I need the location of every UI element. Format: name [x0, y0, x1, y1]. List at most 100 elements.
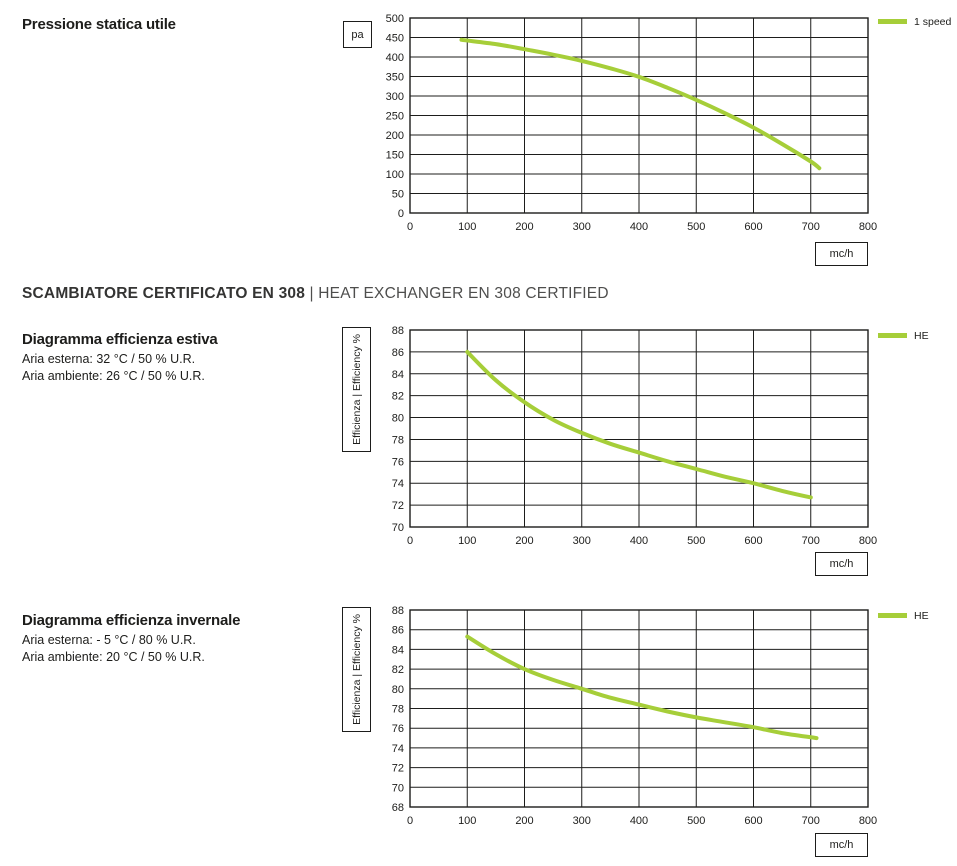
winter-legend-label: HE — [914, 609, 929, 622]
x-tick-label: 100 — [458, 221, 476, 233]
y-tick-label: 200 — [386, 130, 404, 142]
winter-chart-header: Diagramma efficienza invernale Aria este… — [22, 612, 240, 666]
x-tick-label: 500 — [687, 535, 705, 547]
y-tick-label: 74 — [392, 743, 404, 755]
y-tick-label: 80 — [392, 413, 404, 425]
x-tick-label: 400 — [630, 815, 648, 827]
x-tick-label: 700 — [802, 535, 820, 547]
summer-x-unit-box: mc/h — [815, 552, 868, 576]
winter-x-unit-box: mc/h — [815, 833, 868, 857]
y-tick-label: 150 — [386, 150, 404, 162]
plot-border — [409, 609, 869, 808]
y-tick-label: 82 — [392, 664, 404, 676]
section-heading-primary: SCAMBIATORE CERTIFICATO EN 308 — [22, 285, 306, 302]
x-tick-label: 200 — [515, 535, 533, 547]
y-tick-label: 70 — [392, 782, 404, 794]
y-tick-label: 50 — [392, 189, 404, 201]
x-tick-label: 700 — [802, 221, 820, 233]
y-tick-label: 80 — [392, 684, 404, 696]
x-tick-label: 800 — [859, 815, 877, 827]
pressure-legend-line-swatch — [878, 19, 907, 24]
summer-chart-header: Diagramma efficienza estiva Aria esterna… — [22, 331, 218, 385]
y-tick-label: 70 — [392, 522, 404, 534]
pressure-y-unit-box: pa — [343, 21, 372, 48]
x-tick-label: 300 — [573, 221, 591, 233]
x-tick-label: 400 — [630, 535, 648, 547]
y-tick-label: 88 — [392, 325, 404, 337]
section-heading: SCAMBIATORE CERTIFICATO EN 308 | HEAT EX… — [22, 285, 609, 303]
x-tick-label: 500 — [687, 221, 705, 233]
x-tick-label: 0 — [407, 535, 413, 547]
summer-chart-subtitle-2: Aria ambiente: 26 °C / 50 % U.R. — [22, 369, 205, 383]
summer-efficiency-curve — [465, 349, 813, 500]
y-tick-label: 86 — [392, 625, 404, 637]
y-tick-label: 78 — [392, 704, 404, 716]
x-tick-label: 500 — [687, 815, 705, 827]
winter-chart-subtitle-1: Aria esterna: - 5 °C / 80 % U.R. — [22, 633, 196, 647]
winter-y-axis-label: Efficienza | Efficiency % — [350, 614, 363, 725]
winter-y-axis-label-box: Efficienza | Efficiency % — [342, 607, 371, 732]
pressure-x-unit-label: mc/h — [829, 248, 854, 260]
summer-x-unit-label: mc/h — [829, 558, 854, 570]
winter-legend-line-swatch — [878, 613, 907, 618]
y-tick-label: 250 — [386, 111, 404, 123]
y-tick-label: 72 — [392, 500, 404, 512]
x-tick-label: 800 — [859, 535, 877, 547]
x-tick-label: 300 — [573, 535, 591, 547]
y-tick-label: 300 — [386, 91, 404, 103]
y-tick-label: 72 — [392, 763, 404, 775]
y-tick-label: 68 — [392, 802, 404, 814]
winter-efficiency-curve — [465, 634, 819, 741]
y-tick-label: 86 — [392, 347, 404, 359]
x-tick-label: 600 — [744, 815, 762, 827]
summer-chart-title: Diagramma efficienza estiva — [22, 331, 218, 348]
winter-chart-subtitle-2: Aria ambiente: 20 °C / 50 % U.R. — [22, 650, 205, 664]
pressure-chart-legend: 1 speed — [878, 15, 951, 28]
y-tick-label: 450 — [386, 33, 404, 45]
summer-y-axis-label: Efficienza | Efficiency % — [350, 334, 363, 445]
x-tick-label: 600 — [744, 535, 762, 547]
y-tick-label: 76 — [392, 456, 404, 468]
y-tick-label: 82 — [392, 391, 404, 403]
y-tick-label: 84 — [392, 644, 404, 656]
pressure-y-unit-label: pa — [351, 28, 364, 41]
x-tick-label: 100 — [458, 535, 476, 547]
pressure-chart-plot: 0 50 100 150 200 250 300 350 400 450 500 0 100 200 300… — [386, 13, 878, 233]
winter-x-unit-label: mc/h — [829, 839, 854, 851]
winter-efficiency-plot: 68 70 72 74 76 78 80 82 84 86 88 0 100 200 300 400 500 60… — [392, 605, 877, 827]
y-tick-label: 84 — [392, 369, 404, 381]
summer-chart-legend: HE — [878, 329, 929, 342]
y-tick-label: 78 — [392, 434, 404, 446]
static-pressure-curve — [459, 37, 822, 171]
x-tick-label: 0 — [407, 815, 413, 827]
summer-legend-line-swatch — [878, 333, 907, 338]
pressure-legend-label: 1 speed — [914, 15, 952, 28]
x-tick-label: 200 — [515, 221, 533, 233]
winter-chart-title: Diagramma efficienza invernale — [22, 612, 241, 629]
y-tick-label: 400 — [386, 52, 404, 64]
x-tick-label: 800 — [859, 221, 877, 233]
summer-efficiency-plot: 70 72 74 76 78 80 82 84 86 88 0 100 200 300 400 500 600 7… — [392, 325, 877, 547]
winter-chart-legend: HE — [878, 609, 929, 622]
y-tick-label: 74 — [392, 478, 404, 490]
summer-chart-subtitle-1: Aria esterna: 32 °C / 50 % U.R. — [22, 352, 196, 366]
y-tick-label: 76 — [392, 723, 404, 735]
x-tick-label: 400 — [630, 221, 648, 233]
plot-border — [409, 329, 869, 528]
y-tick-label: 350 — [386, 72, 404, 84]
y-tick-label: 0 — [398, 208, 404, 220]
y-tick-label: 500 — [386, 13, 404, 25]
summer-y-axis-label-box: Efficienza | Efficiency % — [342, 327, 371, 452]
section-heading-separator: | — [305, 285, 319, 302]
x-tick-label: 100 — [458, 815, 476, 827]
x-tick-label: 600 — [744, 221, 762, 233]
x-tick-label: 0 — [407, 221, 413, 233]
x-tick-label: 700 — [802, 815, 820, 827]
y-tick-label: 88 — [392, 605, 404, 617]
x-tick-label: 200 — [515, 815, 533, 827]
x-tick-label: 300 — [573, 815, 591, 827]
pressure-x-unit-box: mc/h — [815, 242, 868, 266]
summer-legend-label: HE — [914, 329, 929, 342]
plot-border — [409, 17, 869, 214]
